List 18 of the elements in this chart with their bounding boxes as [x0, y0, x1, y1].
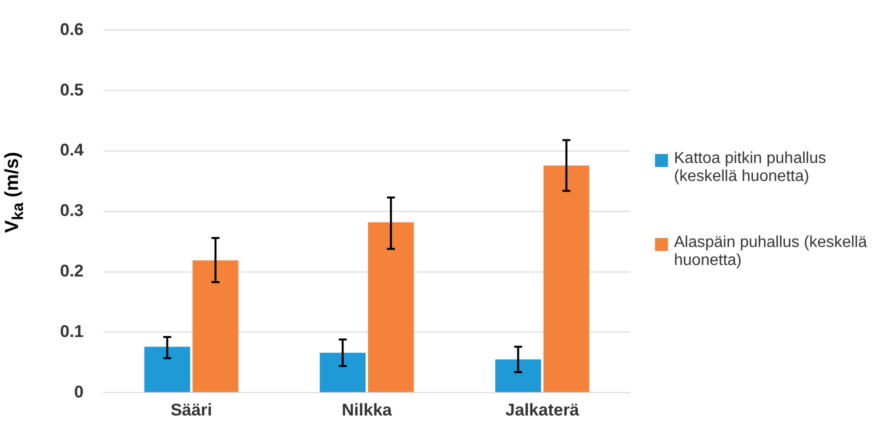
y-tick-label: 0.5	[60, 80, 84, 100]
y-tick-label: 0.3	[60, 201, 84, 220]
x-tick-label: Jalkaterä	[505, 400, 580, 420]
y-tick-label: 0.4	[60, 140, 84, 160]
y-tick-label: 0.1	[60, 322, 84, 341]
bar	[192, 260, 238, 392]
y-tick-label: 0.6	[60, 20, 84, 39]
x-tick-label: Nilkka	[342, 400, 392, 420]
bar	[368, 222, 414, 392]
bar	[320, 352, 366, 392]
legend-label: Alaspäin puhallus (keskellä huonetta)	[674, 234, 868, 270]
y-tick-label: 0	[74, 382, 84, 402]
x-tick-label: Sääri	[170, 400, 212, 420]
y-tick-label: 0.2	[60, 261, 84, 280]
bar	[495, 359, 542, 392]
bar	[543, 165, 590, 392]
bar	[144, 346, 190, 392]
legend-label: Kattoa pitkin puhallus (keskellä huonetta)	[674, 150, 828, 186]
